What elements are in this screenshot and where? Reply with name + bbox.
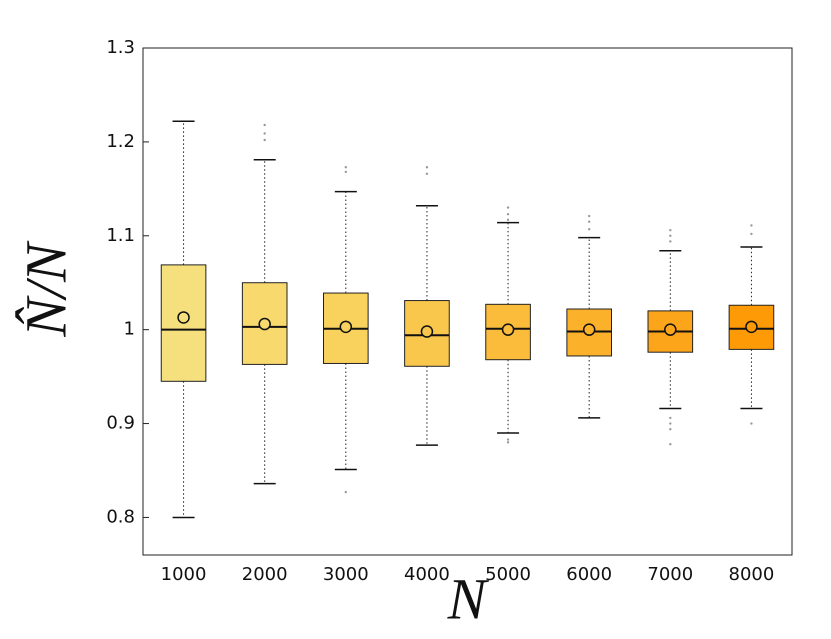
mean-marker [177,311,190,324]
y-tick-label: 0.8 [106,506,135,527]
x-tick-label: 6000 [566,564,612,585]
y-tick-label: 1 [124,319,135,340]
mean-marker [339,320,353,334]
y-tick-label: 1.3 [106,37,135,58]
y-tick-label: 1.2 [106,131,135,152]
x-tick-label: 2000 [242,564,288,585]
outlier [263,138,266,142]
plot-frame [142,47,793,556]
x-tick-label: 3000 [323,564,369,585]
outlier [425,166,429,169]
mean-marker [501,323,515,336]
outlier [506,441,510,444]
x-tick-label: 8000 [729,564,775,585]
outlier [669,416,672,420]
outlier [669,228,672,232]
x-tick-label: 4000 [404,564,450,585]
outlier [344,490,348,494]
mean-marker [258,317,271,331]
x-tick-label: 1000 [161,564,207,585]
mean-marker [745,320,758,334]
mean-marker [420,325,434,338]
outlier [750,422,753,425]
outlier [669,427,672,431]
y-axis-title: N̂/N [13,240,78,338]
outlier [587,220,591,223]
outlier [669,240,672,243]
x-tick-label: 7000 [647,564,693,585]
outlier [750,232,753,236]
outlier [669,422,672,425]
x-tick-label: 5000 [485,564,531,585]
mean-marker [582,323,596,336]
outlier [506,438,510,441]
outlier [750,224,753,227]
outlier [587,214,591,218]
y-tick-label: 0.9 [106,413,135,434]
outlier [506,206,510,209]
outlier [425,172,429,176]
outlier [587,228,591,231]
x-axis-title: N [447,566,490,631]
outlier [669,234,672,237]
outlier [506,218,510,222]
mean-marker [664,323,677,336]
y-tick-label: 1.1 [106,225,135,246]
outlier [263,132,266,135]
outlier [344,170,348,174]
outlier [669,443,672,446]
outlier [506,212,510,216]
outlier [263,123,266,127]
outlier [344,166,348,169]
